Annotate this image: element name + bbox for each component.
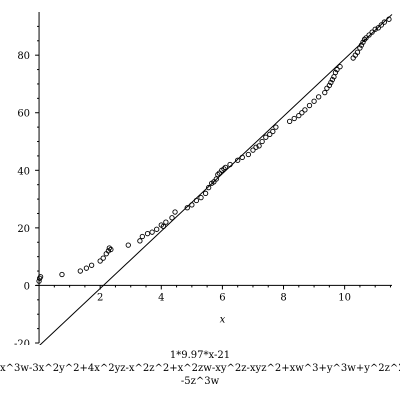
- data-point: [381, 19, 388, 25]
- data-point: [316, 94, 322, 100]
- x-tick-label: 6: [219, 292, 225, 303]
- data-point: [263, 134, 269, 140]
- x-axis-label: x: [220, 314, 226, 325]
- data-point: [311, 98, 317, 104]
- data-point: [326, 82, 333, 89]
- data-point: [259, 138, 265, 145]
- fit-caption: 1*9.97*x-21: [169, 350, 231, 361]
- polynomial-caption-line-1: x^3w-3x^2y^2+4x^2yz-x^2z^2+x^2zw-xy^2z-x…: [0, 363, 400, 374]
- x-tick-label: 8: [280, 292, 286, 303]
- data-point: [137, 238, 143, 244]
- data-point: [235, 157, 241, 163]
- data-point: [363, 35, 369, 41]
- data-point: [378, 22, 384, 28]
- data-point: [83, 265, 90, 271]
- data-point: [270, 128, 276, 135]
- x-axis-ticks: 2 4 6 8 10: [53, 285, 391, 303]
- data-point: [386, 16, 392, 22]
- scatter-plot: 2 4 6 8 10 -20 0 20 40 60 80 x: [14, 12, 393, 345]
- data-point: [206, 184, 212, 191]
- data-point: [108, 246, 114, 253]
- x-tick-label: 10: [338, 292, 351, 303]
- data-point: [198, 194, 204, 201]
- data-point: [163, 219, 169, 225]
- data-point: [302, 107, 308, 113]
- data-point: [296, 112, 302, 119]
- data-point: [189, 202, 195, 208]
- y-tick-label: 0: [24, 281, 30, 292]
- data-point: [160, 223, 167, 230]
- data-point: [125, 242, 131, 248]
- data-point: [253, 144, 259, 150]
- data-point: [139, 233, 145, 240]
- polynomial-caption-line-2: -5z^3w: [180, 376, 220, 387]
- data-point: [372, 26, 378, 32]
- data-point: [193, 197, 200, 204]
- data-point: [106, 245, 112, 251]
- data-point: [202, 190, 209, 196]
- data-point: [337, 64, 343, 70]
- data-point: [250, 147, 256, 153]
- y-tick-label: 40: [17, 166, 30, 177]
- data-point: [354, 49, 361, 55]
- data-point: [227, 161, 233, 168]
- data-point: [149, 229, 155, 235]
- y-tick-label: -20: [14, 339, 30, 345]
- data-point: [273, 124, 279, 130]
- x-tick-label: 2: [97, 292, 103, 303]
- y-tick-label: 20: [17, 224, 30, 235]
- data-points: [36, 16, 392, 284]
- data-point: [215, 171, 221, 178]
- data-point: [328, 79, 334, 86]
- data-point: [361, 36, 368, 42]
- data-point: [239, 154, 245, 161]
- data-point: [324, 85, 330, 91]
- data-point: [357, 45, 363, 51]
- data-point: [172, 209, 178, 215]
- axes: [36, 12, 392, 343]
- data-point: [100, 255, 106, 261]
- data-point: [291, 115, 297, 122]
- data-point: [299, 110, 305, 116]
- data-point: [329, 76, 336, 83]
- data-point: [77, 268, 83, 274]
- data-point: [256, 143, 262, 149]
- data-point: [322, 89, 328, 96]
- data-point: [306, 102, 313, 109]
- data-point: [360, 39, 366, 45]
- data-point: [245, 151, 252, 158]
- data-point: [59, 271, 65, 278]
- data-point: [88, 262, 95, 268]
- data-point: [169, 215, 175, 221]
- data-point: [334, 66, 340, 73]
- data-point: [267, 131, 273, 137]
- data-point: [222, 164, 229, 171]
- data-point: [184, 205, 190, 211]
- data-point: [369, 29, 375, 35]
- data-point: [154, 226, 160, 232]
- y-axis-ticks: -20 0 20 40 60 80: [14, 25, 40, 345]
- y-tick-label: 80: [17, 51, 30, 62]
- data-point: [37, 274, 44, 280]
- data-point: [358, 42, 365, 48]
- data-point: [221, 166, 227, 172]
- data-point: [375, 25, 381, 31]
- x-tick-label: 4: [158, 292, 164, 303]
- data-point: [97, 258, 103, 264]
- y-tick-label: 60: [17, 109, 30, 120]
- data-point: [144, 230, 151, 237]
- data-point: [332, 69, 339, 76]
- data-point: [366, 32, 372, 38]
- data-point: [286, 118, 293, 125]
